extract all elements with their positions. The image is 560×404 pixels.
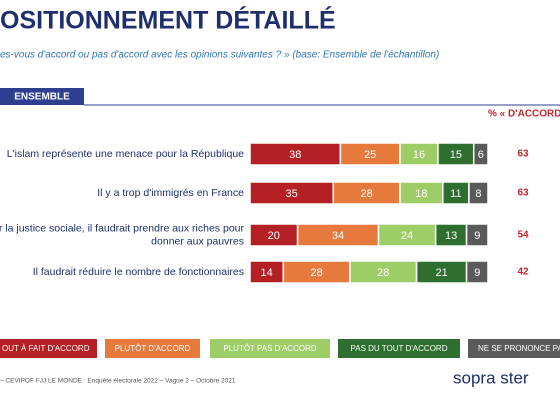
value-label: 21 <box>435 267 447 279</box>
logo: sopra ster <box>453 368 529 387</box>
source: – CEVIPOF FJJ LE MONDE : Enquête élector… <box>0 378 236 385</box>
category-label: r la justice sociale, il faudrait prendr… <box>0 222 244 247</box>
bar-segment <box>465 260 489 284</box>
total-label: 63 <box>517 149 529 160</box>
legend-label: NE SE PRONONCE PA <box>478 344 560 353</box>
total-label: 54 <box>517 230 529 241</box>
legend-swatch <box>105 339 200 358</box>
value-label: 9 <box>474 230 480 242</box>
value-label: 6 <box>478 149 484 161</box>
value-label: 28 <box>311 267 323 279</box>
value-label: 18 <box>415 188 427 200</box>
chart-title: OSITIONNEMENT DÉTAILLÉ <box>0 6 336 35</box>
bar-segment <box>465 223 489 247</box>
value-label: 16 <box>413 149 425 161</box>
value-label: 9 <box>474 267 480 279</box>
legend-label: PLUTÔT D'ACCORD <box>115 344 191 353</box>
value-label: 13 <box>445 230 457 242</box>
value-label: 14 <box>261 267 273 279</box>
value-label: 38 <box>289 149 301 161</box>
legend-swatch <box>468 339 560 358</box>
value-label: 35 <box>286 188 298 200</box>
legend-swatch <box>0 339 97 358</box>
value-label: 20 <box>268 230 280 242</box>
value-label: 34 <box>332 230 344 242</box>
total-label: 42 <box>517 267 529 278</box>
total-label: 63 <box>517 188 529 199</box>
category-label: L'islam représente une menace pour la Ré… <box>7 148 244 160</box>
legend-label: OUT À FAIT D'ACCORD <box>2 344 90 353</box>
value-label: 24 <box>401 230 413 242</box>
totals-header: % « D'ACCORD » <box>488 109 560 120</box>
value-label: 11 <box>450 188 461 200</box>
category-label: Il faudrait réduire le nombre de fonctio… <box>33 266 244 278</box>
legend-swatch <box>338 339 460 358</box>
chart-subtitle: es-vous d'accord ou pas d'accord avec le… <box>0 50 439 61</box>
bar-segment <box>472 142 489 166</box>
value-label: 25 <box>364 149 376 161</box>
bar-segment <box>468 181 489 205</box>
group-box <box>0 88 84 105</box>
legend-label: PAS DU TOUT D'ACCORD <box>351 344 448 353</box>
value-label: 15 <box>450 149 462 161</box>
value-label: 8 <box>475 188 481 200</box>
legend-swatch <box>210 339 330 358</box>
value-label: 28 <box>360 188 372 200</box>
legend-label: PLUTÔT PAS D'ACCORD <box>223 344 316 353</box>
value-label: 28 <box>377 267 389 279</box>
category-label: Il y a trop d'immigrés en France <box>97 187 244 199</box>
group-label: ENSEMBLE <box>14 92 70 103</box>
